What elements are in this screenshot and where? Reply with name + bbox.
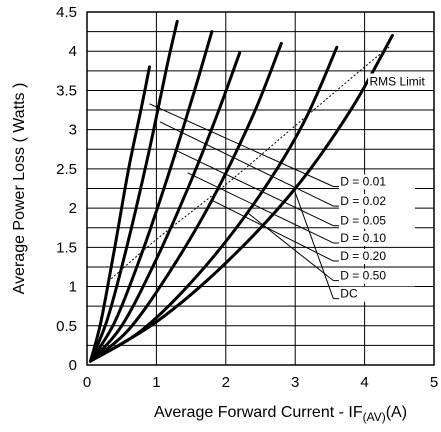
series-label: D = 0.10	[340, 231, 386, 245]
plot-frame	[86, 11, 435, 366]
x-axis-title-subscript: (AV)	[363, 410, 386, 424]
rms-limit-label: RMS Limit	[369, 75, 425, 89]
series-label: D = 0.02	[340, 194, 386, 208]
series-line-d-0-01	[89, 65, 151, 363]
leader-line	[294, 192, 334, 299]
series-line-d-0-02	[89, 19, 179, 363]
x-axis-title: Average Forward Current - IF(AV)(A)	[154, 404, 407, 424]
x-tick-label: 3	[291, 374, 299, 391]
leader-line	[211, 199, 334, 262]
label-backing	[338, 249, 415, 265]
leader-line	[149, 103, 334, 187]
y-tick-label: 2	[69, 200, 77, 217]
series-line-dc	[89, 34, 394, 363]
x-tick-label: 1	[152, 374, 160, 391]
label-backing	[338, 194, 415, 210]
y-axis-title: Average Power Loss ( Watts )	[11, 83, 28, 295]
series-label: D = 0.05	[340, 214, 386, 228]
x-tick-label: 0	[83, 374, 91, 391]
tick-labels: 0 1 2 3 4 5 0 0.5 1 1.5 2 2.5 3 3.5 4 4.5	[56, 4, 438, 391]
leader-lines: D = 0.01 D = 0.02 D = 0.05 D = 0.10 D = 0.20…	[149, 73, 441, 302]
series-label: D = 0.01	[340, 175, 386, 189]
series-label: D = 0.50	[340, 269, 386, 283]
y-tick-label: 3	[69, 122, 77, 139]
leader-line	[246, 211, 334, 282]
rms-limit-line	[110, 46, 390, 280]
label-backing	[338, 213, 415, 229]
series-line-d-0-05	[89, 30, 214, 363]
series-line-d-0-10	[89, 51, 242, 363]
y-tick-label: 0.5	[56, 318, 77, 335]
y-tick-label: 1	[69, 279, 77, 296]
label-backing	[338, 230, 415, 246]
y-tick-label: 2.5	[56, 161, 77, 178]
leader-line	[159, 121, 334, 207]
x-tick-label: 2	[222, 374, 230, 391]
rms-label-backing	[368, 73, 441, 89]
y-tick-label: 4	[69, 43, 77, 60]
series-line-d-0-20	[89, 41, 283, 363]
label-backing	[338, 286, 415, 302]
y-tick-label: 3.5	[56, 82, 77, 99]
label-backing	[338, 268, 415, 284]
y-tick-label: 1.5	[56, 239, 77, 256]
y-tick-label: 4.5	[56, 4, 77, 21]
x-tick-label: 4	[360, 374, 368, 391]
y-tick-label: 0	[69, 357, 77, 374]
label-backing	[338, 174, 415, 190]
x-tick-label: 5	[430, 374, 438, 391]
leader-line	[173, 148, 334, 227]
series-label: D = 0.20	[340, 249, 386, 263]
x-axis-title-sub-prefix: F	[353, 404, 363, 421]
curves	[89, 19, 394, 363]
x-axis-title-unit: (A)	[386, 404, 407, 421]
series-label: DC	[340, 287, 358, 301]
x-axis-title-main: Average Forward Current - I	[154, 404, 353, 421]
